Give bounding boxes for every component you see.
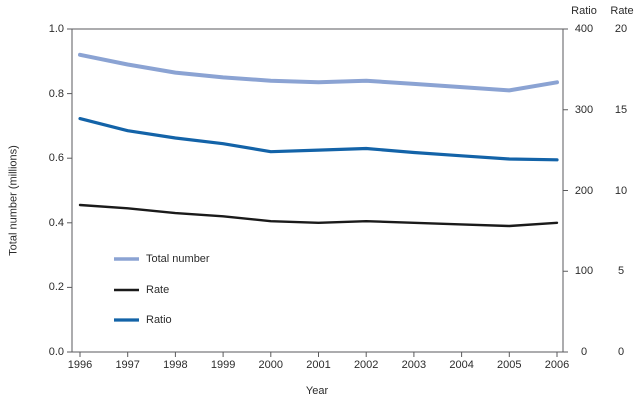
x-tick-label-2005: 2005: [497, 359, 522, 371]
series-line-rate: [78, 203, 559, 228]
y-left-tick-label-0.4: 0.4: [48, 216, 64, 229]
plot-box: [71, 28, 564, 353]
x-tick-label-1996: 1996: [67, 359, 93, 371]
ratio-tick-label-300: 300: [574, 103, 594, 116]
x-tick-label-1999: 1999: [210, 359, 236, 371]
y-left-tick-label-0.0: 0.0: [48, 346, 64, 358]
series-line-total-number: [78, 52, 559, 93]
x-tick-label-1998: 1998: [163, 359, 188, 371]
legend-label-total-number: Total number: [146, 253, 210, 265]
rate-tick-label-20: 20: [614, 23, 628, 35]
legend-label-rate: Rate: [146, 284, 170, 296]
x-tick-label-2006: 2006: [544, 359, 570, 371]
x-tick-label-2001: 2001: [306, 359, 331, 371]
right-axis-header-rate: Rate: [610, 5, 634, 17]
x-tick-label-2003: 2003: [401, 359, 427, 371]
ratio-tick-label-400: 400: [574, 23, 594, 35]
x-tick-label-2002: 2002: [353, 359, 379, 371]
rate-tick-label-5: 5: [617, 265, 625, 278]
x-tick-label-2000: 2000: [258, 359, 284, 371]
rate-tick-label-10: 10: [614, 184, 628, 197]
y-left-tick-label-1.0: 1.0: [48, 23, 64, 35]
y-axis-title: Total number (millions): [7, 145, 20, 256]
series-line-ratio: [78, 116, 559, 162]
x-tick-label-1997: 1997: [115, 359, 140, 371]
right-axis-header-ratio: Ratio: [571, 5, 597, 17]
rate-tick-label-0: 0: [617, 346, 625, 358]
x-axis-title: Year: [305, 385, 329, 397]
y-left-tick-label-0.6: 0.6: [48, 152, 64, 165]
rate-tick-label-15: 15: [614, 103, 628, 116]
ratio-tick-label-200: 200: [574, 184, 594, 197]
x-tick-label-2004: 2004: [449, 359, 474, 371]
ratio-tick-label-100: 100: [574, 265, 594, 278]
legend-label-ratio: Ratio: [146, 314, 172, 326]
ratio-tick-label-0: 0: [580, 346, 588, 358]
y-left-tick-label-0.2: 0.2: [48, 281, 64, 294]
y-left-tick-label-0.8: 0.8: [48, 87, 64, 100]
